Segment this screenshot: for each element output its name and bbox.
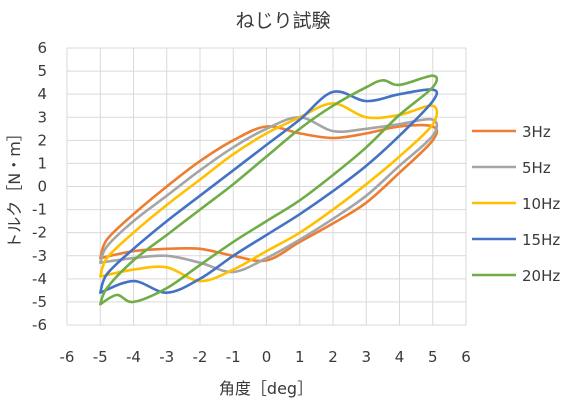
x-tick-label: 1 [295,348,305,366]
y-tick-label: -1 [32,201,47,219]
x-tick-label: -4 [126,348,141,366]
y-tick-label: 6 [37,39,47,57]
legend-item-20hz: 20Hz [472,267,560,285]
y-tick-label: 0 [37,178,47,196]
legend-label: 3Hz [522,123,551,141]
y-axis-ticks: -6 -5 -4 -3 -2 -1 0 1 2 3 4 5 6 [32,39,47,334]
y-tick-label: -3 [32,247,47,265]
y-tick-label: -6 [32,316,47,334]
y-tick-label: -5 [32,293,47,311]
series-line-15hz [99,88,439,295]
y-axis-label: トルク［N・m］ [5,125,24,249]
y-tick-label: 3 [37,108,47,126]
y-tick-label: 5 [37,62,47,80]
series-line-3hz [99,123,439,263]
legend: 3Hz 5Hz 10Hz 15Hz 20Hz [472,123,560,285]
x-tick-label: -6 [60,348,75,366]
y-tick-label: 1 [37,154,47,172]
series-line-20hz [99,74,439,306]
y-tick-label: 2 [37,131,47,149]
legend-item-15hz: 15Hz [472,231,560,249]
y-tick-label: 4 [37,85,47,103]
x-tick-label: -3 [159,348,174,366]
x-axis-ticks: -6 -5 -4 -3 -2 -1 0 1 2 3 4 5 6 [60,348,471,366]
series-group [99,74,439,306]
series-line-10hz [99,102,439,283]
x-tick-label: 2 [328,348,338,366]
x-tick-label: -2 [193,348,208,366]
grid [66,47,467,326]
legend-label: 15Hz [522,231,560,249]
x-axis-label: 角度［deg］ [219,379,313,398]
series-line-5hz [99,115,439,274]
x-tick-label: 4 [395,348,405,366]
legend-label: 10Hz [522,195,560,213]
legend-label: 5Hz [522,159,551,177]
legend-item-5hz: 5Hz [472,159,551,177]
x-tick-label: 0 [262,348,272,366]
x-tick-label: 3 [361,348,371,366]
x-tick-label: 6 [461,348,471,366]
legend-item-3hz: 3Hz [472,123,551,141]
x-tick-label: 5 [428,348,438,366]
x-tick-label: -5 [93,348,108,366]
y-tick-label: -4 [32,270,47,288]
y-tick-label: -2 [32,224,47,242]
chart-title: ねじり試験 [235,10,330,32]
x-tick-label: -1 [226,348,241,366]
legend-item-10hz: 10Hz [472,195,560,213]
legend-label: 20Hz [522,267,560,285]
